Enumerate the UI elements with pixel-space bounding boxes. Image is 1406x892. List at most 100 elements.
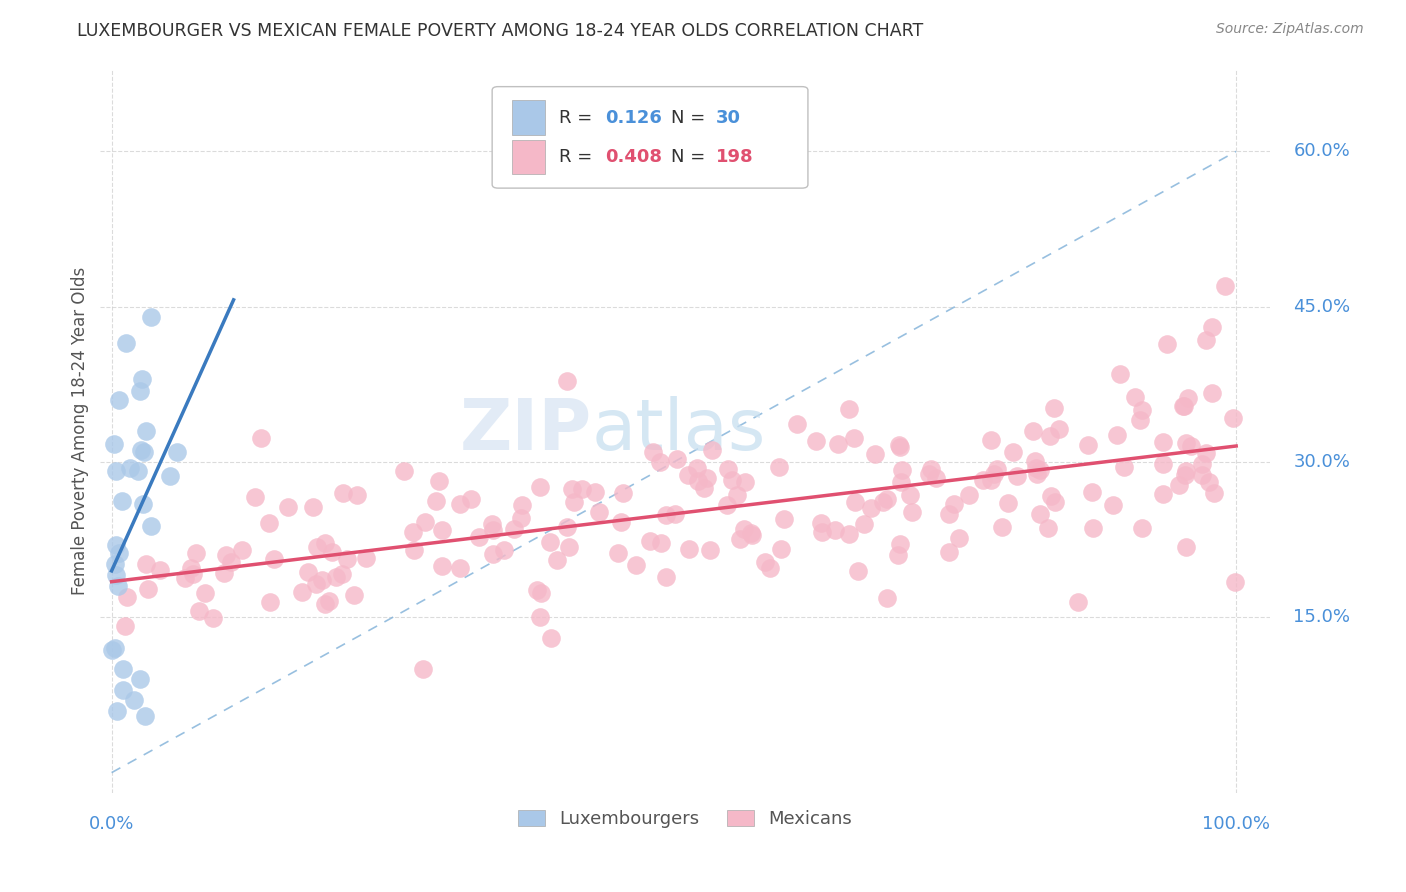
Point (1201, 386, 1223, 401)
Point (427, 475, 450, 489)
Point (131, 372, 153, 386)
Point (606, 546, 628, 560)
Text: 30.0%: 30.0% (1294, 453, 1350, 471)
Point (786, 417, 808, 431)
Point (557, 540, 579, 554)
Point (1130, 403, 1153, 417)
Point (938, 545, 960, 559)
Point (889, 537, 911, 551)
Point (1047, 422, 1070, 436)
Point (1174, 540, 1197, 554)
Point (889, 475, 911, 489)
Point (413, 515, 436, 529)
Point (108, 392, 131, 407)
Point (494, 543, 516, 558)
Point (1195, 446, 1218, 460)
Point (263, 552, 285, 566)
Point (330, 566, 353, 581)
Point (179, 561, 201, 575)
Point (853, 517, 876, 532)
FancyBboxPatch shape (512, 139, 544, 174)
Point (1222, 411, 1244, 425)
Point (194, 586, 217, 600)
Point (571, 483, 593, 497)
Point (314, 535, 336, 549)
Point (103, 437, 125, 451)
Point (128, 384, 150, 398)
Point (983, 467, 1005, 482)
Point (754, 555, 776, 569)
Point (430, 559, 453, 574)
Point (503, 522, 526, 536)
Point (510, 498, 533, 512)
Point (664, 507, 686, 521)
Point (129, 443, 152, 458)
Point (1077, 438, 1099, 452)
Point (118, 460, 141, 475)
Point (127, 464, 149, 478)
Point (997, 496, 1019, 510)
Point (105, 704, 128, 718)
Point (166, 444, 188, 458)
Point (555, 374, 578, 388)
Point (1174, 467, 1197, 482)
Point (314, 597, 336, 611)
Text: 0.126: 0.126 (606, 109, 662, 127)
Point (111, 682, 134, 697)
Point (1171, 399, 1194, 413)
Point (1081, 521, 1104, 535)
Point (257, 516, 280, 530)
Point (321, 545, 343, 559)
Point (1039, 429, 1062, 443)
Point (696, 471, 718, 485)
Point (1168, 478, 1191, 492)
Point (1081, 485, 1104, 500)
Point (1022, 425, 1045, 439)
Point (538, 535, 561, 549)
Point (1198, 475, 1220, 489)
Point (1156, 337, 1178, 351)
Point (114, 335, 136, 350)
Point (1213, 279, 1236, 293)
Point (318, 593, 340, 607)
Point (733, 522, 755, 536)
Point (959, 488, 981, 502)
Text: 198: 198 (716, 148, 754, 166)
Point (1152, 434, 1174, 449)
Point (1028, 463, 1050, 477)
Point (449, 497, 471, 511)
Point (898, 488, 921, 502)
Point (104, 641, 127, 656)
Point (354, 551, 377, 566)
Point (202, 610, 225, 624)
Point (546, 553, 568, 567)
Point (111, 662, 134, 676)
Point (943, 497, 966, 511)
Point (740, 526, 762, 541)
Point (844, 494, 866, 508)
Point (530, 586, 553, 600)
Point (716, 498, 738, 512)
Point (174, 571, 197, 585)
Point (1114, 460, 1136, 475)
Text: ZIP: ZIP (460, 396, 592, 466)
Text: R =: R = (558, 148, 598, 166)
Point (555, 520, 578, 534)
Point (277, 500, 299, 514)
Point (887, 548, 910, 562)
Point (1038, 521, 1060, 535)
Point (1180, 439, 1202, 453)
Point (1026, 467, 1049, 481)
Text: LUXEMBOURGER VS MEXICAN FEMALE POVERTY AMONG 18-24 YEAR OLDS CORRELATION CHART: LUXEMBOURGER VS MEXICAN FEMALE POVERTY A… (77, 22, 924, 40)
Point (135, 557, 157, 571)
Text: atlas: atlas (592, 396, 766, 466)
Point (863, 447, 886, 461)
Point (716, 462, 738, 476)
Point (138, 582, 160, 596)
FancyBboxPatch shape (512, 101, 544, 136)
Point (665, 452, 688, 467)
Point (343, 588, 366, 602)
Point (529, 480, 551, 494)
Point (588, 504, 610, 518)
Point (876, 591, 898, 605)
